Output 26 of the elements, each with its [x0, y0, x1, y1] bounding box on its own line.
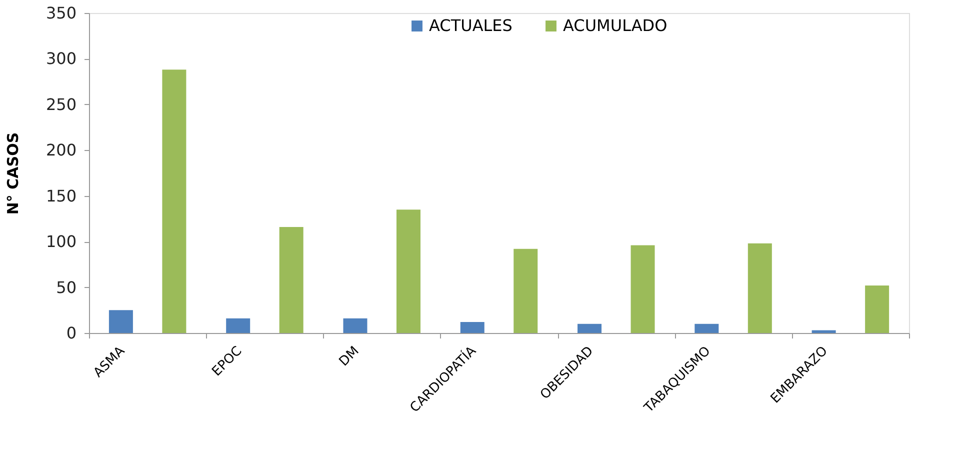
legend-label: ACUMULADO — [563, 16, 668, 35]
bar — [108, 310, 133, 333]
bar — [460, 322, 484, 333]
y-tick-label: 0 — [66, 324, 76, 342]
bar — [162, 70, 186, 333]
bar — [812, 330, 836, 333]
bar — [279, 226, 304, 333]
y-tick-label: 250 — [46, 94, 76, 114]
bar — [396, 210, 420, 333]
y-tick-label: 200 — [46, 140, 76, 160]
x-tick-label: DM — [336, 344, 362, 370]
bar — [578, 324, 602, 333]
bar — [694, 324, 719, 333]
bar — [748, 243, 772, 333]
y-axis-title: N° CASOS — [4, 132, 22, 215]
y-tick-label: 100 — [46, 232, 76, 252]
bar — [865, 285, 890, 333]
y-tick-label: 300 — [46, 49, 76, 68]
bar — [630, 245, 655, 333]
y-tick-label: 150 — [46, 186, 76, 206]
bar — [343, 318, 368, 333]
legend-label: ACTUALES — [429, 16, 512, 35]
bar — [226, 318, 250, 333]
y-tick-label: 50 — [56, 278, 76, 297]
y-tick-label: 350 — [46, 4, 76, 22]
bar — [514, 248, 538, 333]
